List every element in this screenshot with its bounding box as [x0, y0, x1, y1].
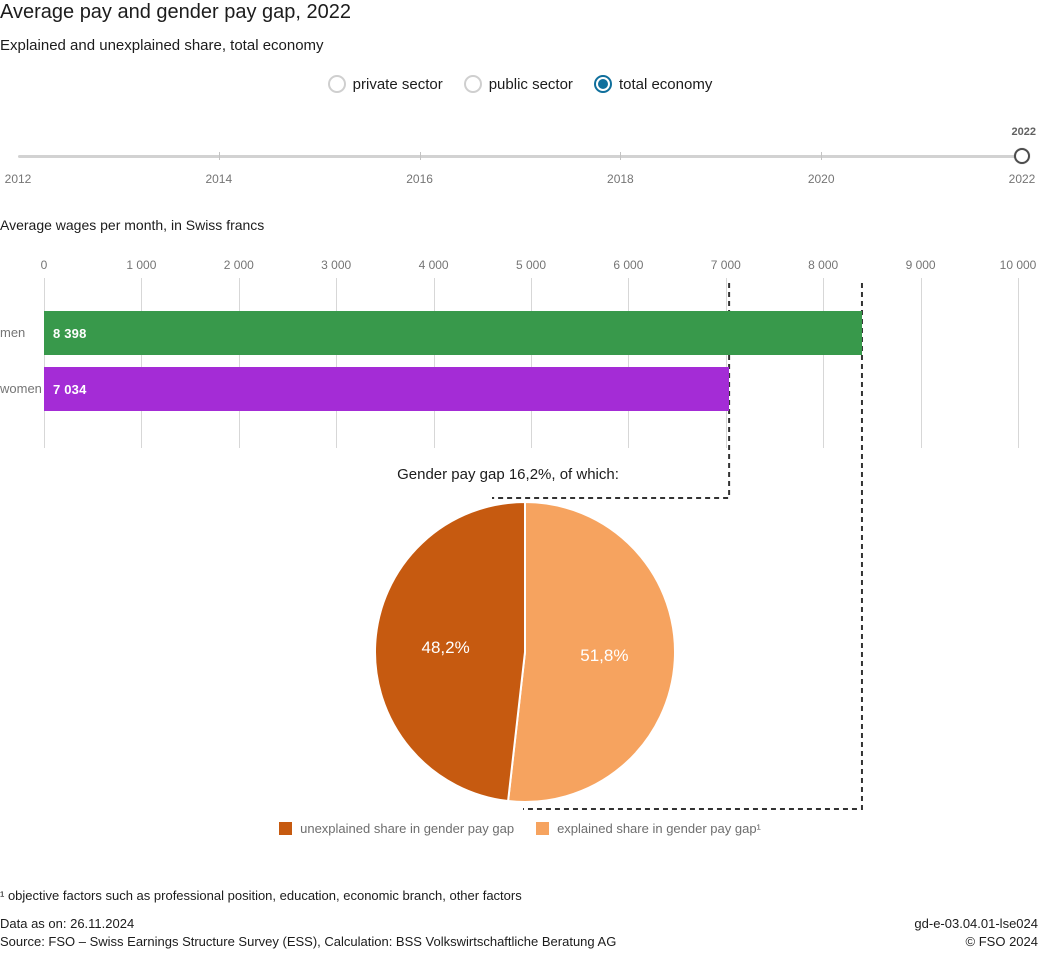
x-axis-tick-label-5-000: 5 000: [515, 258, 547, 272]
sector-radio-group: private sector public sector total economy: [0, 75, 1040, 93]
year-tick-label-2018[interactable]: 2018: [607, 172, 634, 186]
year-tick-label-2016[interactable]: 2016: [406, 172, 433, 186]
pie-slice-unexplained-share-in-gender-pay-gap: [374, 500, 526, 803]
year-tick-label-2020[interactable]: 2020: [807, 172, 835, 186]
sector-radio-public-sector[interactable]: public sector: [463, 75, 573, 93]
bar-men: 8 398: [44, 311, 862, 355]
x-axis-tick-label-7-000: 7 000: [710, 258, 741, 272]
radio-unselected-icon[interactable]: [327, 75, 346, 93]
bar-value-label: 7 034: [53, 381, 87, 397]
bar-value-label: 8 398: [53, 325, 87, 341]
gridline: [1018, 278, 1019, 448]
footnote: ¹ objective factors such as professional…: [0, 888, 522, 903]
x-axis-tick-label-6-000: 6 000: [613, 258, 644, 272]
footer-source: Source: FSO – Swiss Earnings Structure S…: [0, 934, 617, 949]
x-axis-tick-label-0: 0: [40, 258, 48, 272]
x-axis-tick-label-1-000: 1 000: [126, 258, 157, 272]
gridline: [823, 278, 825, 448]
page-subtitle: Explained and unexplained share, total e…: [0, 37, 324, 54]
x-axis-tick-label-9-000: 9 000: [905, 258, 936, 272]
pie-chart-title: Gender pay gap 16,2%, of which:: [397, 466, 619, 483]
pie-slice-value-unexplained-share-in-gender-pay-gap: 48,2%: [421, 637, 470, 657]
year-tick-label-2012[interactable]: 2012: [4, 172, 32, 186]
category-label-men: men: [0, 325, 26, 340]
sector-radio-total-economy[interactable]: total economy: [593, 75, 713, 93]
page-title: Average pay and gender pay gap, 2022: [0, 1, 352, 23]
bar-chart-title: Average wages per month, in Swiss francs: [0, 217, 265, 233]
legend-swatch-icon: [536, 822, 550, 835]
footer-reference-code: gd-e-03.04.01-lse024: [914, 916, 1038, 931]
x-axis-tick-label-10-000: 10 000: [999, 258, 1037, 272]
year-slider-handle[interactable]: [1014, 148, 1030, 164]
bar-women: 7 034: [44, 367, 730, 411]
x-axis-tick-label-8-000: 8 000: [808, 258, 839, 272]
legend-item-unexplained-share-in-gender-pay-gap: unexplained share in gender pay gap: [279, 821, 514, 836]
gridline: [628, 278, 630, 448]
slider-tick-2016: [419, 152, 421, 160]
sector-radio-label: total economy: [618, 75, 713, 93]
pie-chart: [374, 500, 676, 803]
legend-swatch-icon: [279, 822, 293, 835]
sector-radio-private-sector[interactable]: private sector: [327, 75, 443, 93]
x-axis-tick-label-3-000: 3 000: [321, 258, 352, 272]
sector-radio-label: private sector: [352, 75, 443, 93]
footer-copyright: © FSO 2024: [965, 934, 1038, 949]
pie-slice-value-explained-share-in-gender-pay-gap: 51,8%: [580, 646, 629, 666]
radio-selected-icon[interactable]: [593, 75, 612, 93]
sector-radio-label: public sector: [488, 75, 573, 93]
gridline: [238, 278, 240, 448]
year-tick-label-2014[interactable]: 2014: [205, 172, 233, 186]
gridline: [433, 278, 435, 448]
slider-selected-year: 2022: [1011, 126, 1036, 138]
gridline: [336, 278, 338, 448]
legend-item-explained-share-in-gender-pay-gap: explained share in gender pay gap¹: [536, 821, 761, 836]
radio-unselected-icon[interactable]: [463, 75, 482, 93]
gridline: [531, 278, 532, 448]
x-axis-tick-label-2-000: 2 000: [223, 258, 254, 272]
gridline: [141, 278, 143, 448]
slider-tick-2020: [821, 152, 823, 160]
gridline: [725, 278, 727, 448]
footer-data-as-on: Data as on: 26.11.2024: [0, 916, 135, 931]
category-label-women: women: [0, 381, 42, 396]
legend-label: unexplained share in gender pay gap: [300, 821, 515, 836]
slider-tick-2018: [620, 152, 622, 160]
gridline: [44, 278, 45, 448]
year-tick-label-2022[interactable]: 2022: [1008, 172, 1036, 186]
year-slider-track[interactable]: [18, 155, 1022, 158]
slider-tick-2014: [218, 152, 220, 160]
pie-slice-explained-share-in-gender-pay-gap: [506, 500, 676, 803]
legend-label: explained share in gender pay gap¹: [557, 821, 761, 836]
pie-legend: unexplained share in gender pay gap expla…: [0, 821, 1040, 836]
gridline: [920, 278, 922, 448]
x-axis-tick-label-4-000: 4 000: [418, 258, 449, 272]
